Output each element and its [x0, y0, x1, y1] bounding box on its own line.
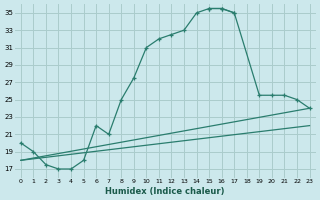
X-axis label: Humidex (Indice chaleur): Humidex (Indice chaleur) [106, 187, 225, 196]
